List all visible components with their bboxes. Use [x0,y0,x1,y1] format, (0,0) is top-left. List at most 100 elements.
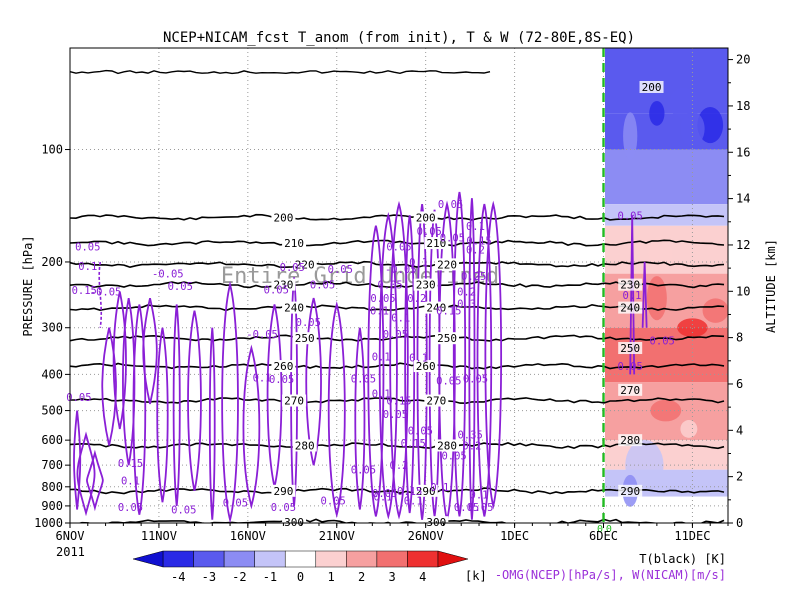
contour-label-6-1: 260 [416,360,436,373]
omega-contour-7 [142,297,158,405]
omega-label-31: 0.05 [386,242,411,254]
x-tick-label-3: 21NOV [319,529,355,543]
forecast-omega-contour-1 [641,261,648,328]
colorbar-tick-label-4: 0 [297,570,304,584]
colorbar-swatch-5 [315,550,347,568]
colorbar-unit: [k] [465,569,487,583]
legend-vertical-velocity: -OMG(NCEP)[hPa/s], W(NICAM)[m/s] [495,568,726,582]
contour-label-0-0: 200 [273,211,293,224]
omega-label-12: 0.05 [296,317,321,329]
colorbar-low-arrow [132,550,164,568]
omega-contour-26 [452,191,467,517]
omega-label-17: 0.1 [121,476,140,488]
y2-axis-label: ALTITUDE [km] [764,239,778,333]
omega-contour-0 [73,410,82,510]
omega-label-42: 0.05 [383,329,408,341]
colorbar-tick-label-8: 4 [419,570,426,584]
contour-label-bg-7-0 [282,394,307,407]
anomaly-band-0 [605,48,728,114]
forecast-contour-label-bg-6 [618,484,643,497]
anomaly-cell-3 [623,112,638,160]
omega-label-60: 0.1 [374,492,393,504]
temperature-contour-line-10 [70,518,725,523]
omega-label-45: 0.05 [351,373,376,385]
contour-label-4-0: 240 [284,302,304,315]
y-tick-label-7: 800 [41,480,63,494]
colorbar-swatch-6 [346,550,378,568]
contour-label-3-0: 230 [273,279,293,292]
omega-label-19: 0.05 [171,504,196,516]
y2-tick-label-0: 0 [736,516,743,530]
omega-label-48: 0.1 [372,388,391,400]
omega-contour-8 [156,327,169,503]
x-tick-label-5: 1DEC [500,529,529,543]
forecast-contour-label-bg-3 [618,342,643,355]
x-tick-label-0: 6NOV [56,529,85,543]
omega-label-24: 0.05 [454,502,479,514]
omega-label-23: 0.05 [372,488,397,500]
anomaly-band-2 [605,149,728,205]
colorbar-tick-label-0: -4 [171,570,185,584]
contour-label-bg-9-1 [413,484,438,497]
anomaly-cell-6 [677,318,708,338]
contour-label-bg-0-1 [413,211,438,224]
colorbar-swatch-4 [284,550,317,568]
omega-label-38: 0.15 [436,306,461,318]
contour-label-bg-1-0 [282,237,307,250]
forecast-contour-label-bg-2 [618,301,643,314]
contour-label-1-0: 210 [284,237,304,250]
omega-contour-12 [221,281,239,523]
contour-label-bg-4-0 [282,301,307,314]
omega-contour-28 [476,203,493,517]
colorbar-swatch-7 [376,550,408,568]
contour-label-3-1: 230 [416,279,436,292]
temperature-contour-line-1 [70,239,725,247]
omega-contour-22 [404,215,416,514]
forecast-contour-label-bg-1 [618,278,643,291]
forecast-contour-label-6: 290 [620,485,640,498]
omega-label-4: -0.05 [152,269,184,281]
y2-tick-label-4: 8 [736,331,743,345]
forecast-contour-label-3: 250 [620,342,640,355]
omega-label-59: 0.1 [430,482,449,494]
omega-label-15: 0.05 [66,392,91,404]
y2-tick-label-2: 4 [736,423,743,437]
colorbar-tick-label-3: -1 [263,570,277,584]
omega-label-28: 0.15 [466,235,491,247]
contour-label-6-0: 260 [273,360,293,373]
omega-label-20: 0.05 [223,497,248,509]
contour-label-bg-10-1 [424,516,449,529]
omega-label-21: 0.05 [271,502,296,514]
omega-label-25: 0.05 [438,199,463,211]
omega-label-9: 0.05 [264,284,289,296]
omega-label-50: 0.05 [383,409,408,421]
omega-label-37: 0.3 [457,298,476,310]
y-tick-label-4: 500 [41,404,63,418]
y-tick-label-8: 900 [41,499,63,513]
anomaly-cell-1 [649,100,665,126]
anomaly-cell-13 [681,473,721,497]
contour-label-9-0: 290 [273,485,293,498]
omega-label-49: 0.15 [386,396,411,408]
y-axis-label: PRESSURE [hPa] [21,235,35,336]
x-tick-label-1: 11NOV [141,529,177,543]
forecast-contour-label-bg-4 [618,383,643,396]
contour-label-bg-2-0 [292,258,317,271]
omega-label-52: 0.15 [401,438,426,450]
omega-label-10: 0.05 [310,280,335,292]
forecast-contour-label-4: 270 [620,384,640,397]
contour-label-5-1: 250 [437,332,457,345]
omega-label-67: 0.05 [618,361,643,373]
vertical-velocity-contours [73,191,648,523]
plot-frame [69,47,729,524]
y2-tick-label-6: 12 [736,238,750,252]
contour-label-0-1: 200 [416,211,436,224]
omega-label-29: 0.1 [466,221,485,233]
y-tick-label-0: 100 [41,143,63,157]
omega-contour-17 [327,301,346,519]
colorbar-tick-label-6: 2 [358,570,365,584]
omega-label-32: 0.1 [409,257,428,269]
y-tick-label-1: 200 [41,255,63,269]
